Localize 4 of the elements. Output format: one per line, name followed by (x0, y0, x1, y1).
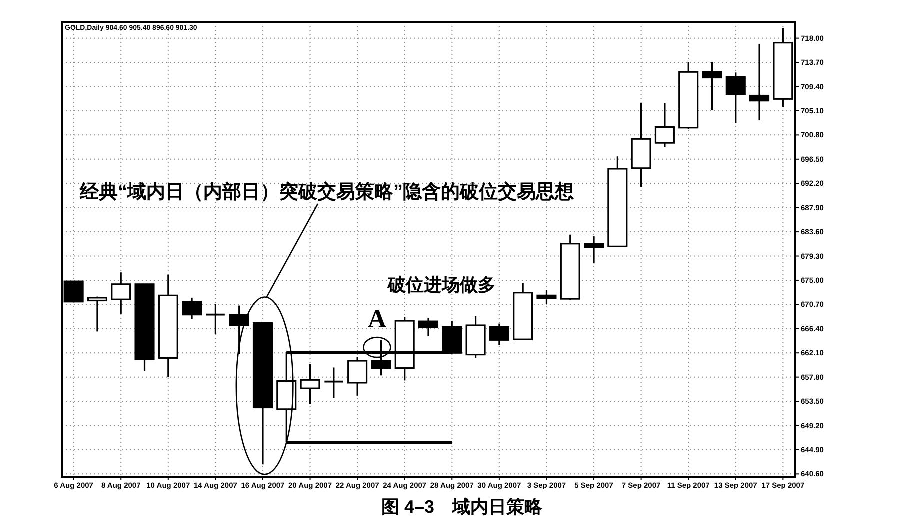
annotation: 破位进场做多 (387, 275, 496, 295)
annotation: A (368, 304, 387, 334)
text: 图 4–3 域内日策略 (381, 497, 544, 517)
annotation: 经典“域内日（内部日）突破交易策略”隐含的破位交易思想 (79, 181, 574, 203)
